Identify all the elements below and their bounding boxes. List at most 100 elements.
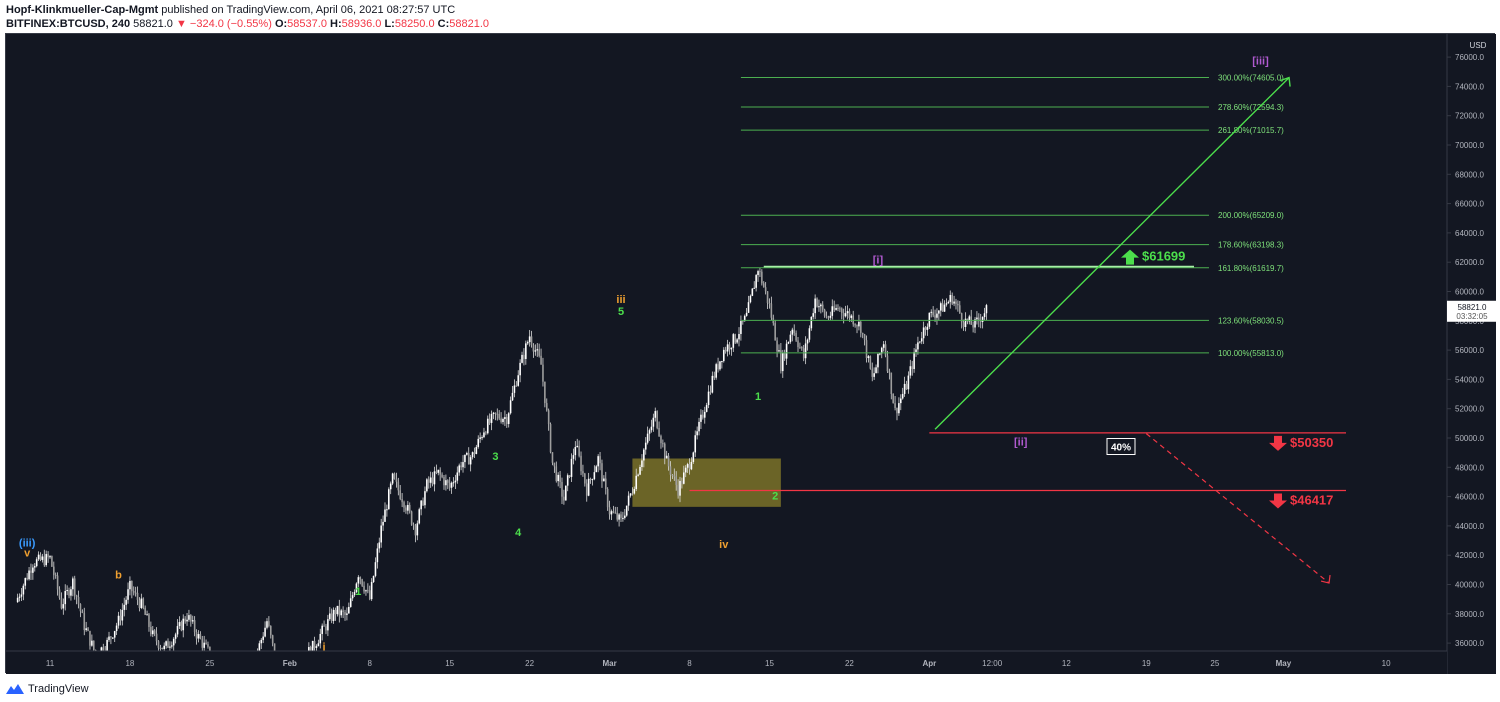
candle-body — [957, 303, 959, 306]
candle-body — [898, 403, 900, 414]
open-value: 58537.0 — [287, 18, 327, 30]
price-axis[interactable] — [1447, 34, 1496, 674]
candle-body — [574, 447, 577, 456]
candle-body — [797, 340, 799, 348]
low-value: 58250.0 — [394, 18, 435, 30]
candle-body — [667, 455, 670, 467]
candle-body — [896, 407, 898, 414]
candle-body — [456, 472, 459, 481]
candle-body — [528, 336, 531, 343]
candle-body — [722, 349, 725, 362]
candle-body — [342, 610, 344, 613]
chart-panel[interactable]: 300.00%(74605.0) 278.60%(72594.3) 261.80%(… — [5, 33, 1496, 674]
candle-body — [113, 631, 116, 638]
candle-body — [745, 312, 748, 316]
time-tick-label: 25 — [205, 659, 214, 668]
candle-body — [909, 366, 912, 376]
candle-body — [536, 349, 539, 351]
candle-body — [151, 630, 154, 635]
candle-body — [713, 375, 716, 378]
candle-body — [814, 298, 816, 314]
candle-body — [719, 361, 721, 370]
candle-body — [469, 457, 472, 465]
tradingview-logo[interactable]: TradingView — [6, 680, 89, 698]
candle-body — [753, 287, 756, 289]
candle-body — [644, 442, 647, 450]
candle-body — [37, 554, 40, 560]
time-tick-label: 15 — [445, 659, 454, 668]
candle-body — [683, 472, 685, 484]
candle-body — [827, 317, 830, 319]
candle-body — [75, 595, 78, 597]
bullish-projection-arrow[interactable] — [934, 77, 1290, 430]
candle-body — [117, 615, 120, 626]
candle-body — [327, 619, 329, 631]
candle-body — [338, 605, 341, 616]
candle-body — [679, 480, 681, 496]
price-tick-label: 40000.0 — [1455, 581, 1484, 590]
price-tick-label: 72000.0 — [1455, 112, 1484, 121]
candle-body — [823, 309, 826, 316]
candle-body — [542, 364, 544, 382]
candle-body — [629, 493, 632, 496]
candle-body — [16, 597, 19, 603]
candle-body — [73, 578, 76, 596]
candle-body — [972, 324, 974, 328]
chart-canvas[interactable]: 300.00%(74605.0) 278.60%(72594.3) 261.80%(… — [6, 34, 1496, 674]
fib-level-label: 161.80%(61619.7) — [1218, 264, 1284, 273]
candle-body — [191, 620, 194, 622]
candle-body — [742, 320, 744, 322]
candle-body — [368, 590, 371, 600]
candle-body — [658, 427, 660, 437]
candle-body — [568, 475, 571, 477]
candle-body — [180, 622, 183, 631]
down-triangle-icon: ▼ — [175, 18, 187, 30]
candle-body — [919, 341, 921, 343]
candle-body — [443, 477, 445, 486]
bearish-projection-arrow[interactable] — [1145, 433, 1330, 584]
price-tick-label: 36000.0 — [1455, 639, 1484, 648]
candle-body — [608, 507, 611, 515]
candle-body — [656, 411, 658, 428]
candle-body — [886, 355, 889, 372]
candle-body — [89, 630, 91, 646]
candle-body — [119, 615, 122, 621]
candle-body — [789, 334, 792, 342]
arrow-head-icon — [1279, 76, 1291, 87]
candle-body — [77, 596, 80, 605]
time-tick-label: Mar — [602, 659, 616, 668]
candle-body — [707, 391, 710, 406]
candle-body — [355, 583, 358, 593]
price-tick-label: 46000.0 — [1455, 493, 1484, 502]
candle-body — [446, 480, 449, 483]
candle-body — [610, 511, 613, 515]
candle-body — [153, 630, 156, 634]
candle-body — [62, 604, 65, 609]
candle-body — [401, 499, 403, 503]
candle-body — [768, 302, 771, 304]
candle-body — [266, 621, 268, 628]
candle-body — [334, 609, 337, 615]
candle-body — [721, 361, 723, 363]
author-name[interactable]: Hopf-Klinkmueller-Cap-Mgmt — [6, 4, 159, 16]
candle-body — [949, 295, 952, 302]
candle-body — [313, 640, 316, 648]
candle-body — [934, 315, 936, 318]
candle-body — [976, 317, 978, 320]
candle-body — [51, 556, 53, 567]
candle-body — [538, 349, 540, 356]
candle-body — [207, 644, 209, 647]
candle-body — [485, 432, 487, 434]
consolidation-zone[interactable] — [632, 458, 781, 507]
candle-body — [509, 400, 512, 414]
candle-body — [751, 288, 754, 296]
wave-label: 3 — [492, 451, 498, 463]
candle-body — [357, 577, 360, 584]
percent-box[interactable] — [1106, 438, 1136, 456]
candle-body — [64, 591, 67, 605]
candle-body — [863, 334, 866, 341]
candle-body — [458, 465, 461, 473]
time-axis[interactable] — [6, 651, 1447, 674]
candle-body — [471, 452, 474, 458]
candle-body — [892, 393, 894, 404]
